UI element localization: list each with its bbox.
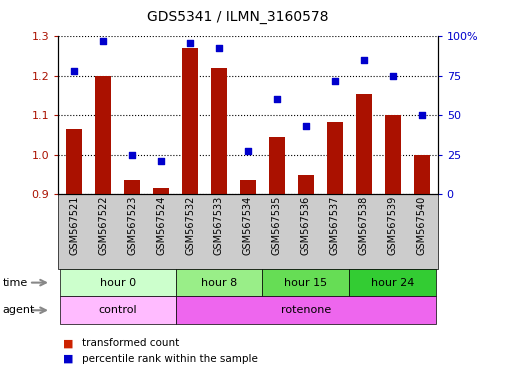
Text: hour 24: hour 24 (370, 278, 414, 288)
Bar (297, 175, 313, 194)
Bar (66, 129, 82, 194)
Text: percentile rank within the sample: percentile rank within the sample (82, 354, 258, 364)
Point (272, 96, 280, 103)
Point (215, 45, 223, 51)
Point (301, 123, 310, 129)
Point (388, 73, 396, 79)
Text: control: control (98, 305, 137, 315)
Bar (355, 94, 371, 194)
Point (243, 148, 251, 154)
Point (128, 152, 136, 158)
Point (330, 78, 338, 84)
Text: rotenone: rotenone (280, 305, 330, 315)
Point (185, 40, 193, 46)
Point (359, 57, 367, 63)
Text: transformed count: transformed count (82, 338, 179, 348)
Bar (326, 122, 342, 194)
Bar (153, 188, 169, 194)
Bar (384, 115, 400, 194)
Point (99, 38, 107, 44)
Bar (413, 155, 429, 194)
Text: hour 15: hour 15 (284, 278, 327, 288)
Text: hour 8: hour 8 (200, 278, 237, 288)
Text: GDS5341 / ILMN_3160578: GDS5341 / ILMN_3160578 (147, 10, 328, 23)
Bar (95, 76, 111, 194)
Bar (239, 180, 256, 194)
Point (70, 68, 78, 74)
Point (157, 158, 165, 164)
Text: hour 0: hour 0 (99, 278, 135, 288)
Point (417, 112, 425, 118)
Bar (182, 48, 197, 194)
Bar (269, 137, 284, 194)
Text: agent: agent (3, 305, 35, 315)
Text: ■: ■ (63, 354, 74, 364)
Bar (124, 180, 140, 194)
Bar (211, 68, 226, 194)
Text: ■: ■ (63, 338, 74, 348)
Text: time: time (3, 278, 28, 288)
